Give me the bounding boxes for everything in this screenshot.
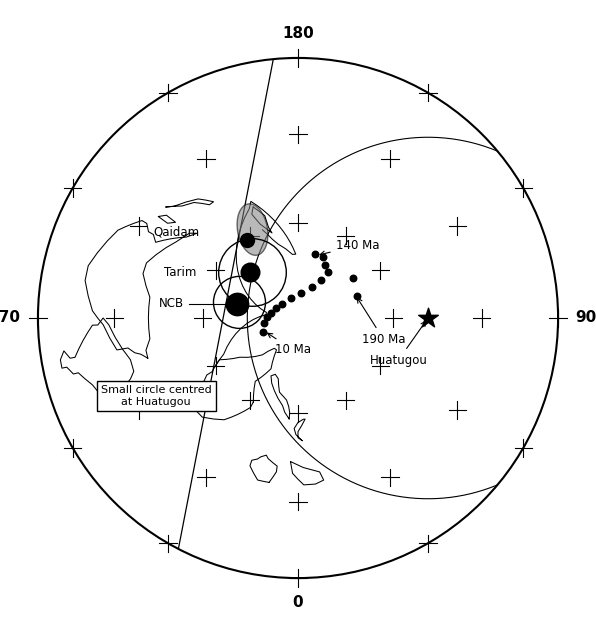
Point xyxy=(296,288,305,298)
Point xyxy=(262,312,272,322)
Point xyxy=(348,273,358,283)
Point xyxy=(310,249,319,259)
Point xyxy=(318,252,327,262)
Text: 10 Ma: 10 Ma xyxy=(268,333,311,356)
Point xyxy=(323,267,333,277)
Point xyxy=(258,327,268,337)
Point xyxy=(352,291,361,301)
Text: Huatugou: Huatugou xyxy=(370,321,427,366)
Point xyxy=(287,293,296,303)
Text: 0: 0 xyxy=(293,595,303,610)
Point xyxy=(266,308,275,318)
Point xyxy=(271,303,281,313)
Text: NCB: NCB xyxy=(159,297,184,310)
Text: 190 Ma: 190 Ma xyxy=(358,298,405,346)
Text: Qaidam: Qaidam xyxy=(153,226,199,238)
Text: 90: 90 xyxy=(575,310,596,326)
Point xyxy=(321,259,330,270)
Point xyxy=(423,313,433,323)
Ellipse shape xyxy=(237,204,268,255)
Text: 180: 180 xyxy=(282,26,314,41)
Point xyxy=(232,299,241,309)
Point xyxy=(259,318,269,328)
Point xyxy=(245,267,254,277)
Point xyxy=(308,282,317,292)
Point xyxy=(243,235,252,245)
Text: Tarim: Tarim xyxy=(164,266,197,279)
Point xyxy=(316,275,326,286)
Text: 270: 270 xyxy=(0,310,21,326)
Text: Small circle centred
at Huatugou: Small circle centred at Huatugou xyxy=(101,385,212,407)
Text: 140 Ma: 140 Ma xyxy=(320,239,379,256)
Point xyxy=(278,299,287,309)
